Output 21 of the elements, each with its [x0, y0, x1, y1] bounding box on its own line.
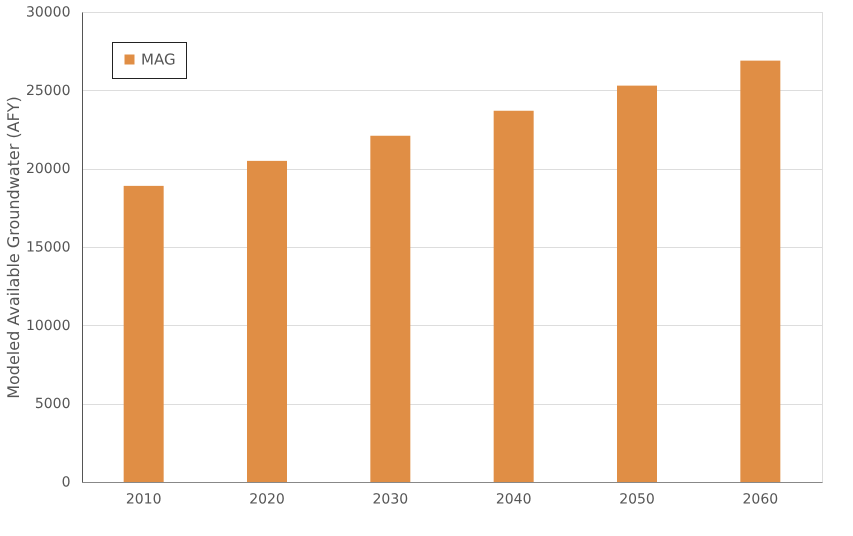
bar — [740, 60, 780, 482]
x-tick-label: 2060 — [742, 492, 778, 508]
x-tick-label: 2010 — [126, 492, 162, 508]
y-tick-label: 5000 — [34, 396, 70, 412]
y-tick-label: 20000 — [26, 161, 70, 178]
x-tick-label: 2050 — [619, 492, 655, 508]
y-axis-title: Modeled Available Groundwater (AFY) — [4, 96, 23, 399]
y-tick-label: 10000 — [26, 318, 70, 334]
bar — [617, 86, 657, 482]
bar — [370, 136, 410, 482]
x-tick-label: 2040 — [496, 492, 532, 508]
legend-label: MAG — [141, 50, 176, 68]
bar — [124, 186, 164, 482]
y-tick-label: 30000 — [26, 4, 70, 20]
x-tick-label: 2030 — [372, 492, 408, 508]
x-tick-label: 2020 — [249, 492, 285, 508]
y-tick-label: 15000 — [26, 240, 70, 256]
bar — [494, 110, 534, 482]
bar — [247, 160, 287, 482]
y-tick-label: 0 — [62, 474, 70, 490]
y-tick-label: 25000 — [26, 82, 70, 99]
